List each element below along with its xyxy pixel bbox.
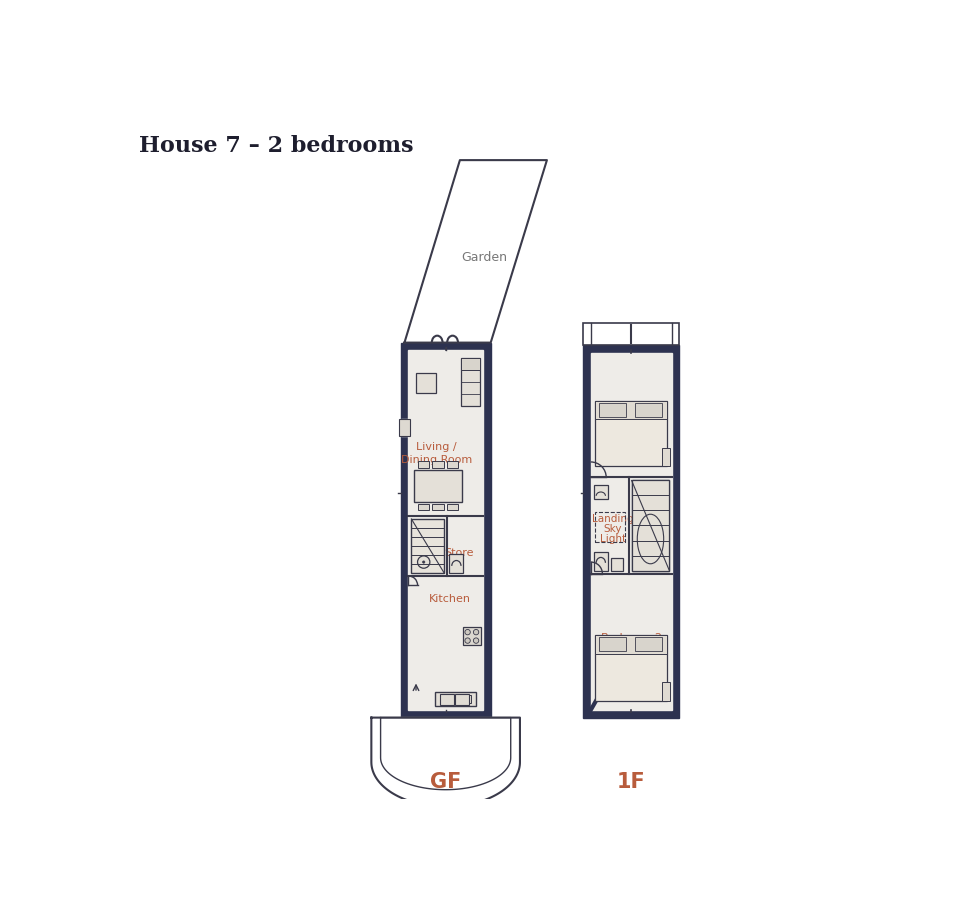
Bar (417, 462, 429, 468)
Text: Kitchen: Kitchen (428, 594, 470, 604)
Bar (399, 418, 410, 436)
Circle shape (473, 629, 479, 635)
Bar (447, 462, 459, 468)
Bar (435, 692, 475, 706)
Bar (594, 552, 608, 570)
Bar (440, 694, 454, 705)
Bar (632, 480, 669, 570)
Bar (583, 323, 679, 345)
Bar (583, 345, 679, 718)
Bar (417, 504, 429, 510)
Text: Bedroom 2: Bedroom 2 (601, 633, 662, 643)
Text: Landing: Landing (592, 515, 633, 524)
Bar (599, 402, 625, 417)
Bar (463, 627, 481, 646)
Bar (596, 635, 667, 700)
Text: Garden: Garden (462, 251, 508, 264)
Text: Hall: Hall (414, 563, 435, 573)
Bar (401, 418, 409, 436)
Circle shape (422, 561, 425, 563)
Text: Sky: Sky (604, 524, 622, 534)
Text: Dining Room: Dining Room (401, 455, 472, 465)
Bar (432, 462, 444, 468)
Bar (662, 682, 670, 700)
Bar (596, 401, 667, 419)
Circle shape (465, 629, 470, 635)
Circle shape (417, 556, 430, 568)
Bar (599, 637, 625, 651)
Bar (594, 485, 608, 499)
Text: Light: Light (600, 534, 625, 544)
Bar (462, 358, 480, 406)
Bar (596, 635, 667, 654)
Bar (611, 559, 623, 570)
Polygon shape (371, 718, 520, 806)
Bar (635, 402, 662, 417)
Bar (462, 358, 480, 370)
Bar (591, 353, 671, 710)
Bar (432, 504, 444, 510)
Bar (416, 373, 436, 392)
Bar (596, 401, 667, 466)
Text: GF: GF (430, 771, 462, 791)
Text: Living /: Living / (416, 442, 457, 452)
Bar (412, 519, 444, 573)
Text: Store: Store (444, 548, 474, 558)
Text: House 7 – 2 bedrooms: House 7 – 2 bedrooms (139, 135, 414, 157)
Bar (662, 447, 670, 466)
Bar (415, 470, 463, 502)
Text: 1F: 1F (616, 771, 646, 791)
Bar (401, 343, 491, 718)
Bar (635, 637, 662, 651)
Bar (632, 480, 669, 570)
Text: Bedroom 1: Bedroom 1 (601, 406, 662, 416)
Bar (450, 554, 464, 573)
Circle shape (465, 638, 470, 643)
Bar (455, 694, 469, 705)
Bar (409, 350, 483, 710)
Bar (440, 695, 471, 703)
Bar (447, 504, 459, 510)
Bar (595, 512, 625, 542)
Circle shape (473, 638, 479, 643)
